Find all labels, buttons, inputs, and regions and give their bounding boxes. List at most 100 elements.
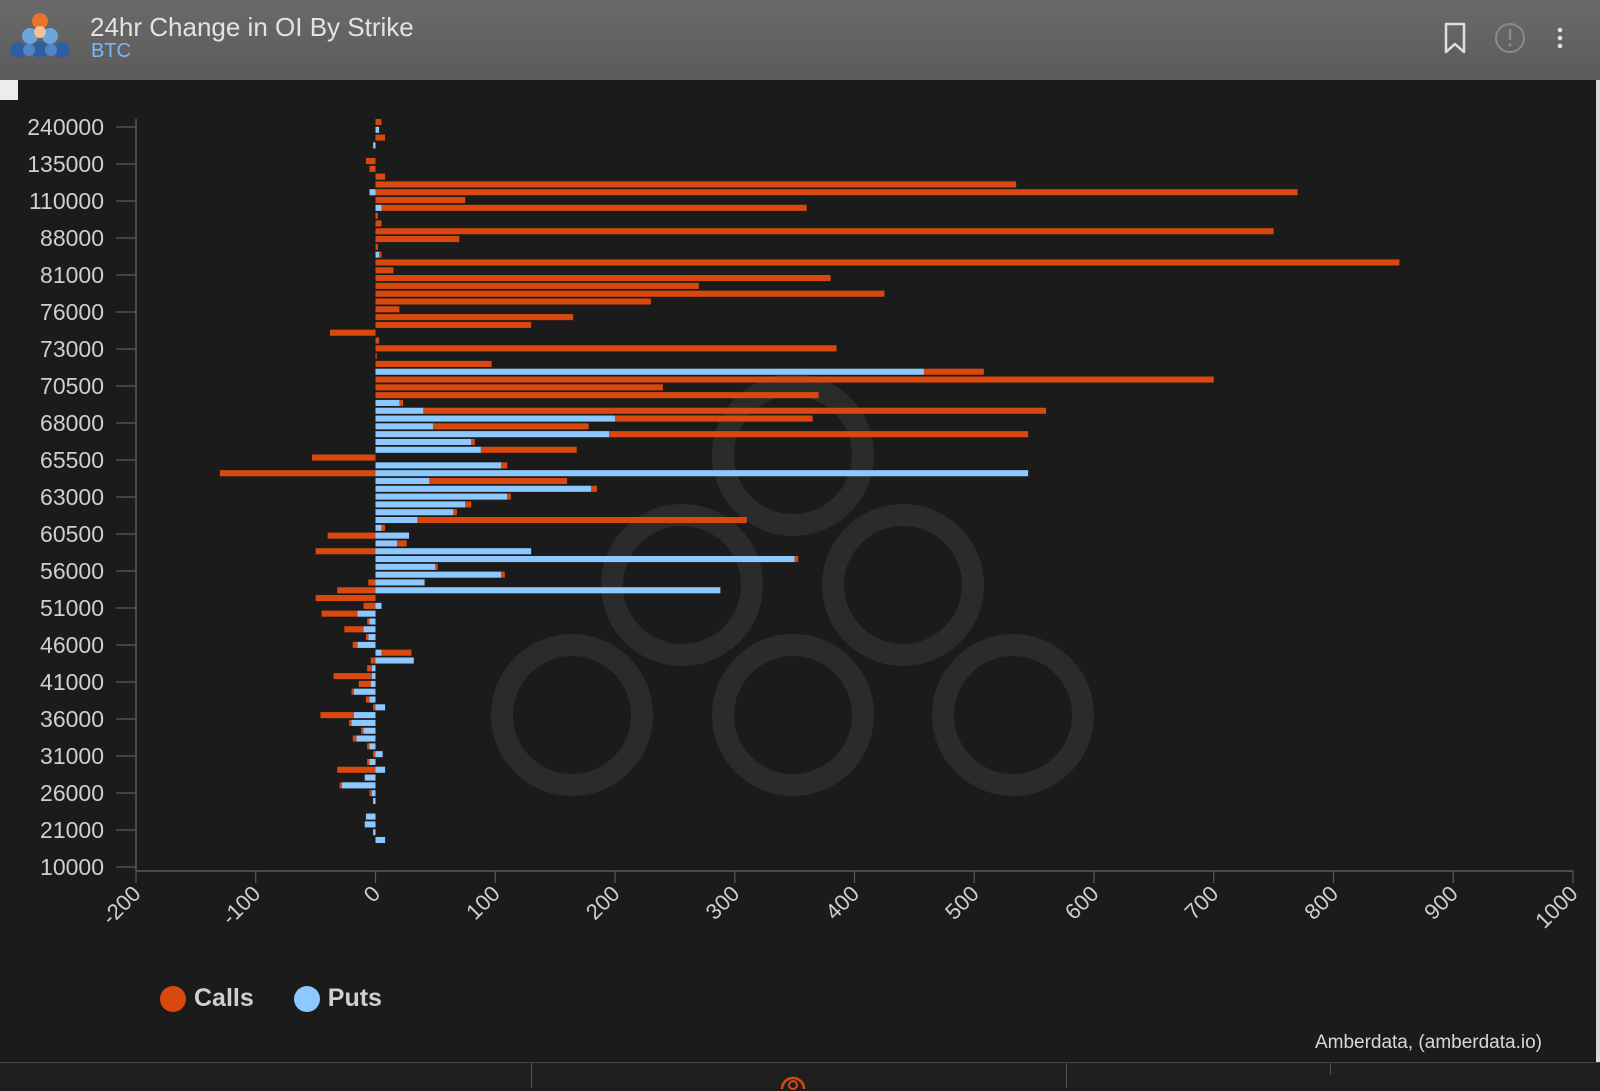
calls-bar — [480, 446, 577, 453]
puts-bar — [369, 696, 376, 703]
calls-bar — [375, 337, 380, 344]
calls-bar — [373, 751, 376, 758]
puts-bar — [375, 509, 454, 516]
puts-bar — [375, 204, 382, 211]
calls-bar — [375, 196, 466, 204]
calls-bar — [423, 407, 1047, 414]
calls-bar — [381, 649, 412, 656]
x-tick-label: 300 — [701, 881, 745, 925]
puts-bar — [371, 790, 376, 797]
y-tick-label: 65500 — [40, 447, 104, 473]
watermark-ring — [712, 374, 874, 536]
puts-bar — [375, 657, 414, 664]
calls-bar — [923, 368, 984, 375]
y-tick-label: 88000 — [40, 225, 104, 251]
x-tick-label: 700 — [1180, 881, 1224, 925]
puts-bar — [375, 438, 472, 446]
calls-bar — [365, 696, 370, 703]
puts-bar — [375, 579, 425, 586]
x-tick-label: 100 — [461, 881, 505, 925]
calls-bar — [375, 189, 1298, 196]
x-tick-label: -100 — [216, 881, 265, 930]
calls-bar — [349, 719, 352, 726]
chart-bars — [219, 118, 1400, 844]
legend-label-calls: Calls — [194, 984, 254, 1012]
calls-bar — [315, 595, 376, 602]
calls-bar — [329, 329, 376, 336]
y-tick-label: 240000 — [27, 114, 104, 140]
watermark-ring — [932, 634, 1094, 796]
puts-bar — [369, 743, 376, 750]
calls-bar — [375, 282, 699, 289]
calls-bar — [367, 743, 370, 750]
puts-bar — [375, 415, 615, 422]
puts-bar — [375, 532, 410, 539]
puts-bar — [351, 719, 376, 726]
calls-bar — [507, 493, 511, 500]
corner-marker — [0, 80, 18, 100]
y-tick-label: 36000 — [40, 706, 104, 732]
calls-bar — [337, 766, 376, 773]
calls-bar — [375, 118, 382, 126]
puts-bar — [375, 751, 383, 758]
calls-bar — [381, 204, 807, 211]
puts-bar — [375, 399, 400, 407]
legend-item-puts[interactable]: Puts — [293, 984, 382, 1013]
puts-bar — [375, 485, 592, 492]
x-tick-label: 1000 — [1530, 881, 1582, 933]
bookmark-icon[interactable] — [1438, 18, 1472, 58]
calls-bar — [465, 501, 472, 508]
chart-legend: Calls Puts — [160, 984, 382, 1013]
calls-bar — [381, 524, 386, 531]
puts-bar — [371, 673, 376, 680]
puts-bar — [353, 688, 376, 695]
calls-bar — [375, 259, 1400, 266]
puts-bar — [370, 680, 376, 687]
calls-bar — [375, 236, 460, 243]
watermark-logo — [491, 374, 1094, 796]
puts-bar — [357, 641, 376, 648]
puts-bar — [341, 782, 376, 789]
puts-bar — [375, 501, 466, 508]
puts-bar — [371, 665, 376, 672]
calls-bar — [312, 454, 376, 461]
calls-bar — [368, 579, 376, 586]
puts-bar — [375, 470, 1029, 477]
calls-bar — [375, 267, 394, 274]
puts-bar — [375, 431, 610, 438]
watermark-ring — [712, 634, 874, 796]
calls-bar — [375, 228, 1274, 235]
puts-legend-swatch — [293, 985, 320, 1012]
footer-logo-icon[interactable] — [778, 1071, 808, 1091]
calls-bar — [375, 173, 386, 180]
x-tick-label: 400 — [820, 881, 864, 925]
chart-subtitle: BTC — [91, 40, 131, 62]
puts-bar — [363, 626, 376, 633]
puts-bar — [375, 423, 433, 430]
puts-bar — [375, 126, 380, 133]
calls-bar — [375, 384, 663, 391]
calls-bar — [352, 641, 358, 648]
y-tick-label: 31000 — [40, 743, 104, 769]
footer-bar — [0, 1062, 1600, 1091]
puts-bar — [373, 829, 376, 836]
x-tick-label: -200 — [97, 881, 146, 930]
logo-icon — [10, 13, 70, 58]
puts-bar — [375, 477, 430, 485]
calls-bar — [435, 563, 438, 570]
y-tick-label: 56000 — [40, 558, 104, 584]
puts-bar — [364, 774, 376, 781]
calls-bar — [315, 548, 376, 555]
puts-bar — [375, 524, 382, 531]
calls-bar — [369, 790, 372, 797]
y-tick-label: 21000 — [40, 817, 104, 843]
y-tick-label: 68000 — [40, 410, 104, 436]
calls-bar — [429, 477, 568, 485]
legend-item-calls[interactable]: Calls — [160, 984, 254, 1013]
calls-bar — [615, 415, 813, 422]
legend-label-puts: Puts — [327, 984, 382, 1012]
more-vertical-icon[interactable] — [1550, 18, 1570, 58]
chart-title: 24hr Change in OI By Strike — [90, 12, 414, 42]
puts-bar — [369, 618, 376, 625]
info-icon[interactable] — [1493, 18, 1527, 58]
